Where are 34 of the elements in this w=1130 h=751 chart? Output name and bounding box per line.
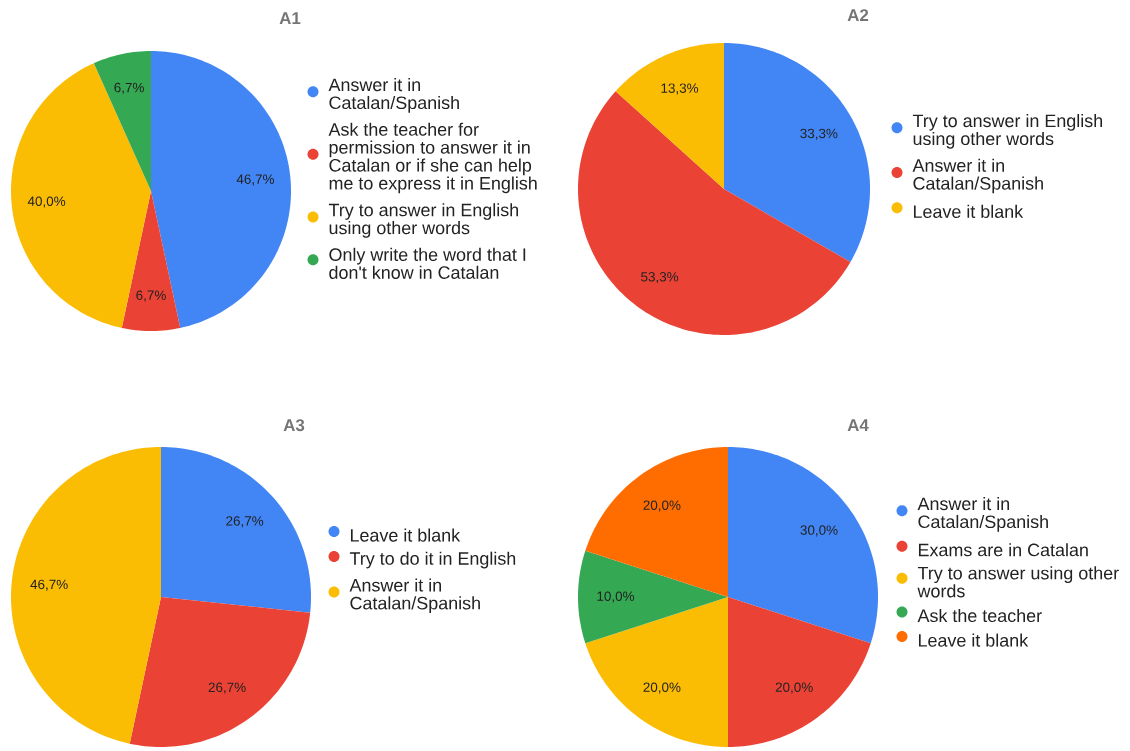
legend-label: Answer it in Catalan/Spanish: [917, 496, 1048, 532]
data-label: 30,0%: [800, 525, 838, 537]
legend-label: Exams are in Catalan: [918, 543, 1088, 557]
data-label: 33,3%: [800, 128, 838, 140]
data-label: 26,7%: [208, 682, 246, 694]
data-label: 20,0%: [643, 682, 681, 694]
data-label: 46,7%: [30, 579, 68, 591]
legend-label: Leave it blank: [918, 633, 1029, 647]
data-label: 26,7%: [226, 516, 264, 528]
legend-label: Try to answer in English using other words: [328, 203, 519, 238]
legend-label: Try to answer in English using other words: [912, 113, 1103, 149]
legend-label: Answer it in Catalan/Spanish: [912, 158, 1043, 194]
chart-title: A2: [847, 9, 869, 21]
data-label: 6,7%: [136, 290, 166, 302]
legend-label: Leave it blank: [913, 204, 1024, 218]
legend-label: Answer it in Catalan/Spanish: [349, 578, 480, 614]
data-label: 10,0%: [597, 591, 635, 603]
data-label: 13,3%: [661, 83, 699, 95]
chart-title: A1: [279, 12, 301, 24]
data-label: 46,7%: [236, 174, 275, 186]
legend-label: Answer it in Catalan/Spanish: [328, 77, 459, 113]
data-label: 20,0%: [643, 500, 681, 512]
legend-label: Ask the teacher for permission to answer it in Catalan or if she can help me to express it in English: [328, 122, 537, 194]
chart-title: A4: [847, 419, 869, 431]
legend-label: Try to answer using other words: [917, 566, 1119, 598]
data-label: 40,0%: [27, 196, 66, 208]
legend-label: Try to do it in English: [349, 551, 516, 569]
data-label: 53,3%: [641, 271, 679, 284]
chart-title: A3: [283, 419, 305, 432]
legend-label: Ask the teacher: [917, 608, 1042, 623]
data-label: 6,7%: [114, 82, 144, 94]
legend-label: Leave it blank: [350, 528, 461, 542]
data-label: 20,0%: [775, 682, 813, 694]
legend-label: Only write the word that I don't know in Catalan: [329, 247, 526, 279]
